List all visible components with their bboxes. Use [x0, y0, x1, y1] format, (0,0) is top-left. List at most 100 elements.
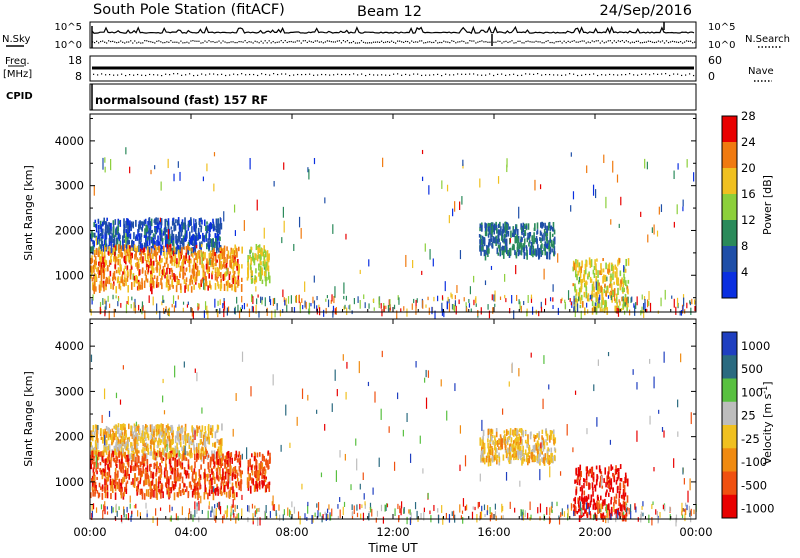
echo-cell [166, 470, 168, 478]
echo-cell [531, 453, 533, 459]
echo-cell [225, 472, 227, 480]
noise-search-dot [618, 40, 619, 41]
echo-cell [234, 457, 236, 461]
clutter-cell [487, 304, 488, 310]
clutter-cell [454, 305, 455, 312]
nave-dot [249, 74, 250, 75]
noise-search-dot [511, 40, 512, 41]
noise-search-dot [307, 42, 308, 43]
echo-cell [191, 236, 193, 243]
nave-dot [681, 75, 682, 76]
echo-cell [581, 485, 583, 488]
echo-cell [529, 447, 531, 454]
noise-search-dot [361, 40, 362, 41]
clutter-cell [635, 302, 636, 309]
clutter-cell [300, 516, 301, 525]
echo-cell [142, 447, 144, 454]
noise-search-dot [437, 42, 438, 43]
nave-dot [185, 74, 186, 75]
echo-cell [496, 239, 498, 243]
scatter-cell [382, 158, 383, 167]
noise-search-dot [684, 41, 685, 42]
echo-cell [131, 482, 133, 485]
echo-cell [133, 467, 135, 471]
nave-dot [305, 74, 306, 75]
echo-cell [208, 437, 210, 445]
echo-cell [98, 231, 100, 239]
clutter-cell [251, 294, 252, 302]
noise-search-dot [670, 41, 671, 42]
noise-search-dot [275, 42, 276, 43]
scatter-cell [506, 158, 507, 167]
clutter-cell [473, 300, 474, 305]
echo-cell [507, 448, 509, 452]
clutter-cell [385, 306, 386, 309]
echo-cell [480, 244, 482, 249]
echo-cell [156, 461, 158, 468]
echo-cell [593, 287, 595, 293]
clutter-cell [217, 301, 218, 306]
scatter-cell [644, 159, 645, 169]
noise-search-dot [584, 41, 585, 42]
echo-cell [162, 424, 164, 431]
echo-cell [237, 473, 239, 476]
echo-cell [112, 429, 114, 433]
echo-cell [504, 430, 506, 433]
power-colorbar-label: Power [dB] [761, 175, 774, 235]
echo-cell [216, 487, 218, 492]
clutter-cell [291, 295, 292, 303]
echo-cell [250, 486, 252, 494]
scatter-cell [593, 185, 594, 196]
noise-search-dot [533, 42, 534, 43]
echo-cell [249, 256, 251, 259]
echo-cell [179, 224, 181, 230]
echo-cell [99, 468, 101, 472]
colorbar-swatch [722, 246, 737, 273]
nave-dot [369, 74, 370, 75]
echo-cell [105, 260, 107, 267]
echo-cell [502, 250, 504, 254]
echo-cell [144, 235, 146, 238]
echo-cell [130, 425, 132, 431]
noise-search-dot [130, 40, 131, 41]
echo-cell [618, 472, 620, 478]
echo-cell [262, 469, 264, 473]
noise-search-dot [234, 42, 235, 43]
echo-cell [486, 228, 488, 231]
echo-cell [489, 232, 491, 235]
echo-cell [147, 475, 149, 479]
clutter-cell [397, 504, 398, 509]
echo-cell [102, 222, 104, 227]
clutter-cell [431, 307, 432, 314]
echo-cell [601, 308, 603, 311]
echo-cell [620, 284, 622, 291]
echo-cell [162, 491, 164, 498]
echo-cell [252, 471, 254, 476]
noise-search-dot [505, 41, 506, 42]
echo-cell [184, 247, 186, 250]
echo-cell [127, 232, 129, 237]
echo-cell [154, 234, 156, 239]
echo-cell [551, 431, 553, 434]
echo-cell [130, 465, 132, 473]
echo-cell [107, 278, 109, 284]
echo-cell [546, 226, 548, 233]
echo-cell [530, 432, 532, 439]
clutter-cell [442, 295, 443, 300]
echo-cell [99, 285, 101, 293]
echo-cell [232, 474, 234, 481]
clutter-cell [550, 297, 551, 301]
nave-dot [645, 73, 646, 74]
echo-cell [167, 452, 169, 459]
echo-cell [586, 282, 588, 285]
clutter-cell [429, 308, 430, 315]
echo-cell [157, 424, 159, 429]
clutter-cell [641, 506, 642, 510]
echo-cell [155, 478, 157, 486]
scatter-cell [257, 200, 258, 211]
echo-cell [121, 483, 123, 489]
echo-cell [619, 512, 621, 516]
echo-cell [495, 439, 497, 446]
echo-cell [622, 287, 624, 292]
echo-cell [205, 235, 207, 239]
